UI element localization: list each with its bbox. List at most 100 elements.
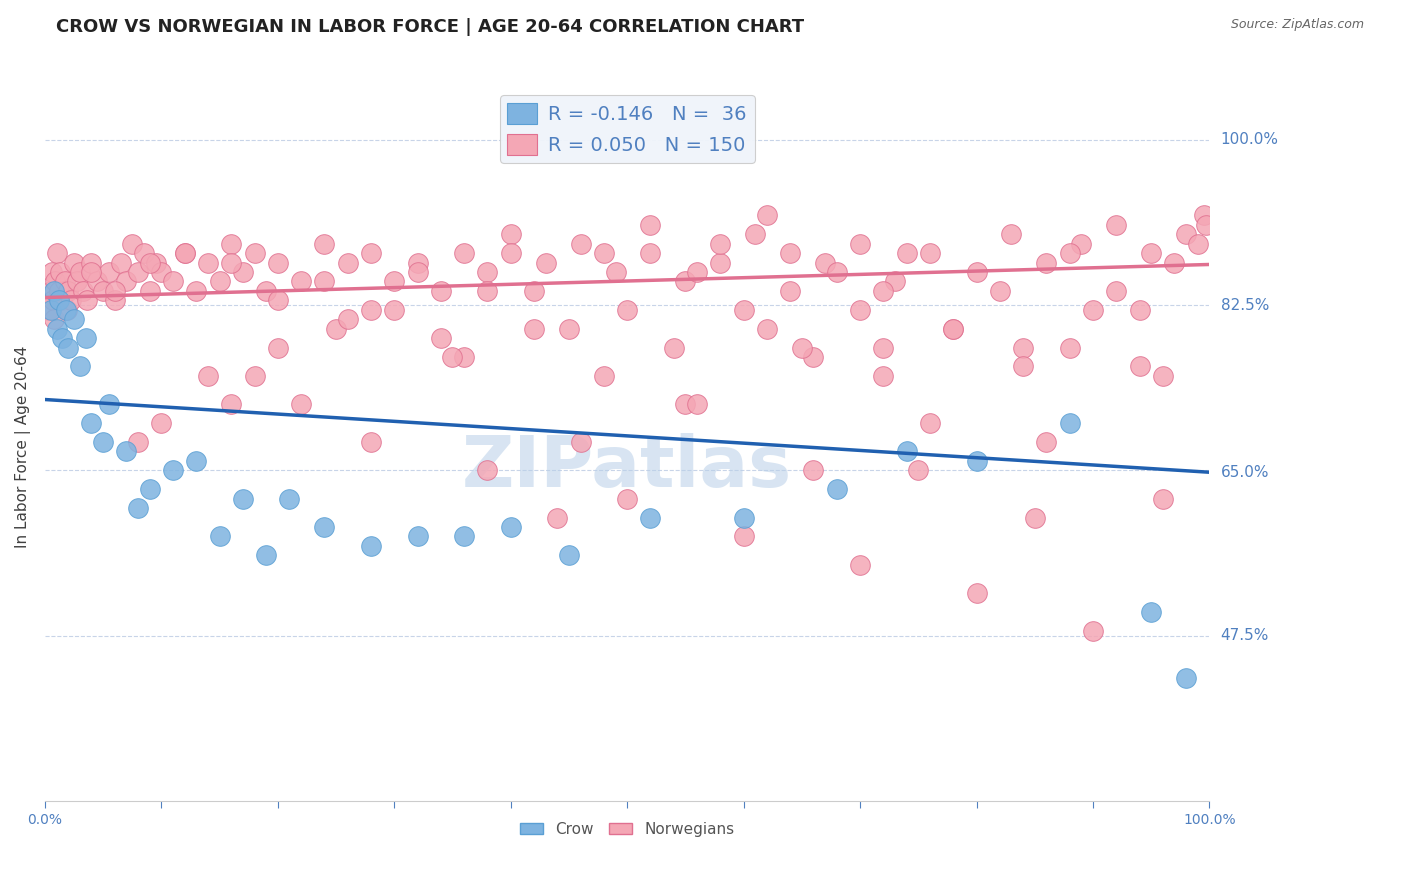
Point xyxy=(127,501,149,516)
Point xyxy=(569,236,592,251)
Point xyxy=(640,510,662,524)
Legend: Crow, Norwegians: Crow, Norwegians xyxy=(515,815,741,843)
Point xyxy=(42,293,65,308)
Point xyxy=(673,275,696,289)
Point xyxy=(1012,359,1035,374)
Point xyxy=(523,284,546,298)
Point xyxy=(382,275,405,289)
Point xyxy=(884,275,907,289)
Point xyxy=(69,265,91,279)
Point xyxy=(1059,341,1081,355)
Point xyxy=(441,350,464,364)
Point xyxy=(208,275,231,289)
Point xyxy=(232,491,254,506)
Point xyxy=(110,255,132,269)
Point xyxy=(336,312,359,326)
Point xyxy=(896,246,918,260)
Point xyxy=(72,284,94,298)
Point xyxy=(63,312,86,326)
Point xyxy=(314,520,336,534)
Text: 47.5%: 47.5% xyxy=(1220,628,1268,643)
Point xyxy=(48,293,70,308)
Point xyxy=(197,368,219,383)
Point xyxy=(336,255,359,269)
Point xyxy=(406,255,429,269)
Point xyxy=(755,208,778,222)
Point xyxy=(988,284,1011,298)
Point xyxy=(779,284,801,298)
Point xyxy=(1195,218,1218,232)
Point xyxy=(814,255,837,269)
Point xyxy=(44,312,66,326)
Point xyxy=(569,435,592,450)
Point xyxy=(755,321,778,335)
Point xyxy=(744,227,766,242)
Point xyxy=(534,255,557,269)
Point xyxy=(872,368,894,383)
Point xyxy=(267,255,290,269)
Point xyxy=(325,321,347,335)
Point xyxy=(197,255,219,269)
Point xyxy=(1105,218,1128,232)
Point xyxy=(39,284,62,298)
Point xyxy=(56,302,79,317)
Point xyxy=(499,246,522,260)
Point xyxy=(523,321,546,335)
Point xyxy=(1059,246,1081,260)
Point xyxy=(1081,624,1104,638)
Point xyxy=(1152,368,1174,383)
Point xyxy=(1070,236,1092,251)
Point xyxy=(115,275,138,289)
Point xyxy=(733,529,755,543)
Point xyxy=(53,275,76,289)
Point xyxy=(849,302,872,317)
Y-axis label: In Labor Force | Age 20-64: In Labor Force | Age 20-64 xyxy=(15,345,31,548)
Point xyxy=(918,416,941,430)
Point xyxy=(44,275,66,289)
Point xyxy=(162,275,184,289)
Text: 82.5%: 82.5% xyxy=(1220,298,1268,312)
Point xyxy=(966,454,988,468)
Point xyxy=(56,341,79,355)
Point xyxy=(966,586,988,600)
Point xyxy=(219,397,242,411)
Point xyxy=(76,293,98,308)
Point xyxy=(127,435,149,450)
Point xyxy=(186,454,208,468)
Point xyxy=(59,293,82,308)
Point xyxy=(121,236,143,251)
Point xyxy=(219,255,242,269)
Point xyxy=(686,397,709,411)
Point xyxy=(80,265,103,279)
Point xyxy=(173,246,195,260)
Point xyxy=(44,284,66,298)
Point xyxy=(243,246,266,260)
Point xyxy=(138,284,160,298)
Point xyxy=(640,218,662,232)
Point xyxy=(162,463,184,477)
Point xyxy=(849,236,872,251)
Point xyxy=(173,246,195,260)
Point xyxy=(942,321,965,335)
Point xyxy=(39,302,62,317)
Point xyxy=(360,435,382,450)
Point xyxy=(138,255,160,269)
Point xyxy=(75,331,97,345)
Point xyxy=(45,321,67,335)
Point xyxy=(360,246,382,260)
Point xyxy=(150,265,173,279)
Point xyxy=(132,246,155,260)
Point xyxy=(966,265,988,279)
Point xyxy=(709,236,731,251)
Point xyxy=(138,482,160,496)
Point xyxy=(406,529,429,543)
Point xyxy=(872,284,894,298)
Point xyxy=(1105,284,1128,298)
Point xyxy=(63,255,86,269)
Point xyxy=(267,341,290,355)
Point xyxy=(1012,341,1035,355)
Point xyxy=(825,265,848,279)
Point xyxy=(907,463,929,477)
Point xyxy=(453,246,475,260)
Point xyxy=(1128,359,1150,374)
